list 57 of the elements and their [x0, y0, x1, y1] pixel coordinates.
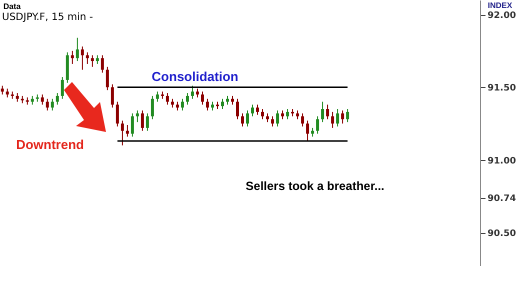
candlestick	[186, 92, 189, 106]
candlestick	[150, 95, 154, 120]
candlestick	[336, 108, 340, 127]
candlestick	[116, 101, 119, 127]
candlestick	[251, 104, 254, 117]
candlestick	[120, 120, 124, 146]
candlestick	[321, 101, 324, 123]
candlestick	[301, 112, 304, 127]
candlestick	[276, 110, 280, 127]
annotation: Consolidation	[152, 69, 238, 84]
candlestick	[86, 52, 89, 64]
candlestick	[100, 54, 104, 74]
candlestick	[190, 85, 194, 100]
candlestick	[40, 94, 44, 106]
candlestick	[70, 50, 74, 64]
y-tick-label: 90.50	[488, 229, 516, 240]
candlestick	[326, 104, 330, 120]
candlestick	[76, 37, 79, 62]
candlestick	[261, 108, 264, 120]
annotation: Sellers took a breather...	[246, 179, 384, 193]
candlestick	[200, 91, 204, 106]
text: USDJPY.F, 15 min -	[2, 12, 94, 23]
candlestick	[106, 66, 109, 91]
candlestick	[206, 98, 209, 111]
candlestick	[341, 110, 344, 124]
candlestick	[80, 46, 84, 70]
candlestick	[146, 112, 149, 132]
candlestick	[306, 120, 310, 142]
annotation: Downtrend	[16, 137, 84, 152]
candlestick	[246, 110, 250, 127]
candlestick	[256, 104, 260, 116]
candlestick	[286, 108, 290, 120]
candlestick	[130, 112, 134, 138]
candlestick	[331, 111, 334, 128]
candlestick	[156, 91, 159, 102]
text: INDEX	[488, 1, 513, 10]
y-tick-label: 92.00	[488, 11, 516, 22]
candlestick	[110, 84, 114, 108]
candlestick	[46, 98, 49, 111]
candlestick	[220, 98, 224, 110]
candlestick	[241, 112, 244, 127]
candlestick	[90, 54, 94, 68]
candlestick	[271, 116, 274, 127]
candlestick	[236, 98, 239, 120]
candlestick	[140, 110, 144, 132]
y-tick-label: 91.00	[488, 156, 516, 166]
candlestick	[136, 110, 139, 123]
y-tick-label: 90.74	[488, 194, 516, 204]
y-tick-label: 91.50	[488, 84, 516, 94]
candlestick	[60, 76, 64, 100]
candlestick	[346, 108, 350, 123]
candlestick	[180, 98, 184, 111]
candlestick	[316, 116, 320, 134]
candlestick	[50, 98, 54, 111]
candlestick	[56, 92, 59, 106]
candlestick	[166, 92, 169, 106]
annotation: Data	[3, 2, 22, 11]
